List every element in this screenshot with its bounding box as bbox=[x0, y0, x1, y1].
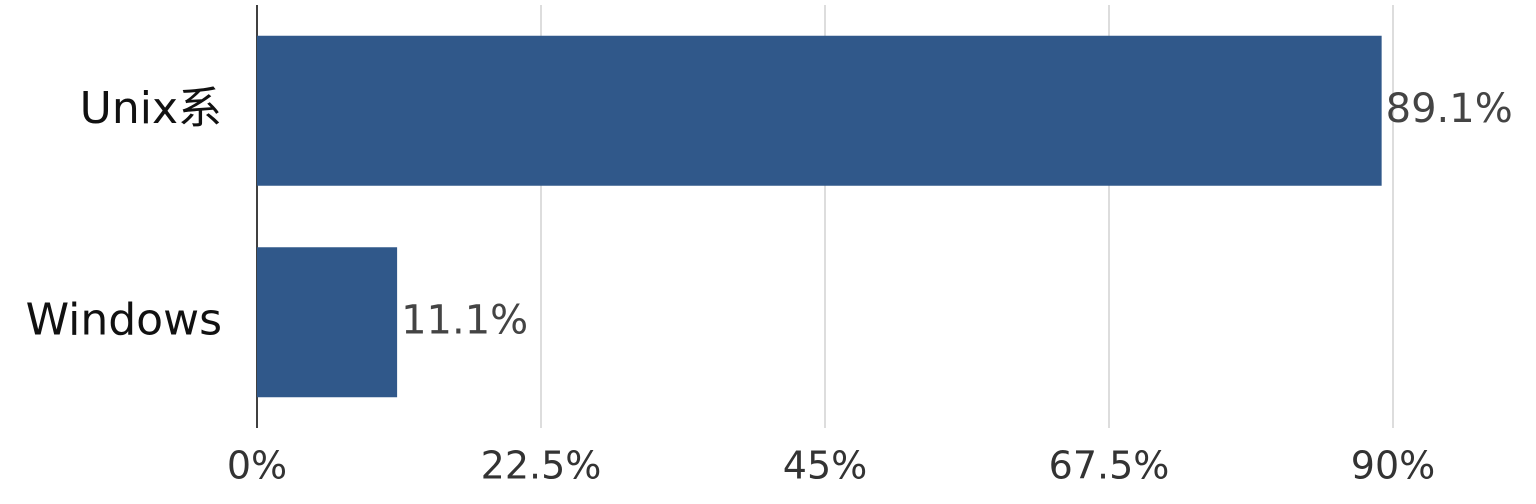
y-tick-label: Unix系 bbox=[80, 83, 222, 134]
x-tick-label: 67.5% bbox=[1049, 444, 1170, 488]
value-label: 89.1% bbox=[1386, 86, 1513, 132]
x-tick-label: 0% bbox=[227, 444, 287, 488]
value-label: 11.1% bbox=[401, 297, 528, 343]
bar bbox=[257, 247, 398, 398]
bar bbox=[257, 35, 1382, 186]
y-tick-label: Windows bbox=[26, 294, 222, 345]
x-tick-label: 90% bbox=[1351, 444, 1435, 488]
x-tick-label: 22.5% bbox=[481, 444, 602, 488]
x-tick-label: 45% bbox=[783, 444, 867, 488]
